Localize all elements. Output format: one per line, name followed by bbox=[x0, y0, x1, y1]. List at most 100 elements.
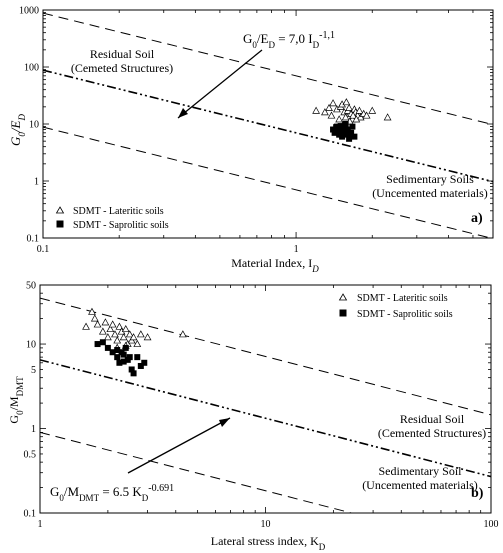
y-axis-label-a: G0/ED bbox=[8, 114, 27, 146]
boundary-line-b-1 bbox=[40, 297, 491, 416]
panel-label-a: a) bbox=[471, 211, 483, 226]
point-lateritic-a bbox=[383, 113, 392, 121]
y-tick-label-b: 5 bbox=[31, 365, 36, 376]
equation-b: G0/MDMT = 6.5 KD-0.691 bbox=[50, 483, 174, 504]
point-lateritic-a bbox=[341, 113, 350, 121]
point-lateritic-a bbox=[329, 99, 337, 107]
point-lateritic-a bbox=[342, 98, 351, 106]
point-saprolitic-a bbox=[351, 133, 358, 140]
y-tick-label-b: 10 bbox=[26, 340, 36, 351]
point-saprolitic-a bbox=[349, 123, 356, 130]
ticks-b: 1 10 100 0.1 0.5 1 5 10 50 bbox=[24, 281, 499, 531]
equation-arrow-b bbox=[127, 417, 231, 474]
boundary-line-a-2 bbox=[43, 126, 493, 238]
point-saprolitic-b bbox=[109, 349, 116, 356]
points-b bbox=[82, 307, 187, 377]
point-lateritic-a bbox=[362, 111, 371, 119]
point-lateritic-b bbox=[113, 336, 122, 344]
legend-marker-saprolitic-a bbox=[56, 220, 64, 228]
legend-marker-lateritic-a bbox=[55, 206, 65, 214]
equation-arrowhead-b bbox=[219, 418, 230, 427]
x-axis-label-a: Material Index, ID bbox=[231, 256, 319, 274]
point-saprolitic-a bbox=[331, 129, 338, 136]
point-saprolitic-a bbox=[346, 135, 353, 142]
chart-b: 1 10 100 0.1 0.5 1 5 10 50 SDMT - Lateritic soil… bbox=[7, 281, 499, 553]
point-lateritic-b bbox=[111, 330, 119, 338]
point-saprolitic-b bbox=[104, 344, 111, 351]
legend-label-saprolitic-b: SDMT - Saprolitic soils bbox=[357, 309, 453, 320]
point-saprolitic-a bbox=[341, 122, 348, 129]
sedimentary-label-b: Sedimentary Soil bbox=[379, 464, 463, 478]
point-lateritic-a bbox=[345, 103, 353, 111]
point-saprolitic-a bbox=[345, 130, 352, 137]
equation-a: G0/ED = 7,0 ID-1,1 bbox=[243, 30, 335, 51]
point-lateritic-b bbox=[88, 307, 96, 315]
y-tick-label-a: 1 bbox=[34, 177, 39, 188]
x-tick-label-b: 1 bbox=[38, 519, 43, 530]
fit-line-a-0 bbox=[43, 69, 493, 183]
point-lateritic-a bbox=[325, 103, 333, 111]
legend-marker-saprolitic-b bbox=[339, 309, 347, 317]
legend-marker-lateritic-b bbox=[338, 293, 348, 301]
points-a bbox=[312, 98, 392, 142]
point-lateritic-b bbox=[82, 322, 90, 330]
point-lateritic-b bbox=[108, 320, 117, 328]
y-tick-label-a: 1000 bbox=[19, 6, 39, 17]
equation-arrow-a bbox=[177, 49, 263, 119]
fit-line-b-0 bbox=[40, 359, 491, 478]
point-lateritic-b bbox=[143, 333, 152, 341]
point-lateritic-b bbox=[121, 324, 130, 333]
point-lateritic-a bbox=[335, 115, 344, 123]
point-lateritic-b bbox=[133, 339, 142, 347]
point-lateritic-b bbox=[93, 320, 102, 328]
y-tick-label-b: 1 bbox=[31, 424, 36, 435]
panel-label-b: b) bbox=[471, 486, 484, 501]
point-lateritic-b bbox=[178, 330, 187, 338]
fit-lines-a bbox=[43, 12, 493, 238]
point-lateritic-a bbox=[356, 113, 365, 121]
point-saprolitic-b bbox=[99, 339, 106, 346]
point-saprolitic-a bbox=[336, 131, 343, 138]
point-saprolitic-b bbox=[128, 366, 135, 373]
residual-label-b: Residual Soil bbox=[400, 412, 465, 426]
y-tick-label-b: 50 bbox=[26, 281, 36, 292]
point-lateritic-b bbox=[98, 327, 107, 335]
point-saprolitic-b bbox=[126, 354, 133, 361]
ticks-a: 0.1 1 0.1 1 10 100 1000 bbox=[19, 6, 494, 255]
point-lateritic-a bbox=[368, 106, 377, 114]
x-tick-label-b: 10 bbox=[261, 519, 271, 530]
point-lateritic-a bbox=[349, 111, 357, 119]
point-saprolitic-a bbox=[344, 126, 351, 133]
point-saprolitic-b bbox=[116, 359, 123, 366]
residual-sub-a: (Cemeted Structures) bbox=[71, 61, 173, 75]
point-saprolitic-a bbox=[330, 126, 337, 133]
point-lateritic-a bbox=[321, 108, 329, 116]
legend-a: SDMT - Lateritic soils SDMT - Saprolitic… bbox=[55, 206, 169, 231]
point-lateritic-b bbox=[101, 318, 110, 326]
y-tick-label-a: 0.1 bbox=[27, 234, 40, 245]
point-saprolitic-b bbox=[94, 341, 101, 348]
sedimentary-sub-b: (Uncemented materials) bbox=[362, 478, 478, 492]
point-lateritic-a bbox=[355, 106, 364, 114]
x-axis-label-b: Lateral stress index, KD bbox=[211, 534, 326, 552]
sedimentary-label-a: Sedimentary Soils bbox=[386, 172, 474, 186]
y-tick-label-b: 0.5 bbox=[24, 449, 37, 460]
chart-a: 0.1 1 0.1 1 10 100 1000 G0/ED = 7,0 ID-1,1 Res… bbox=[8, 6, 494, 274]
boundary-line-b-2 bbox=[40, 431, 354, 513]
point-saprolitic-b bbox=[130, 370, 137, 377]
point-lateritic-b bbox=[115, 322, 124, 330]
point-saprolitic-b bbox=[134, 354, 141, 361]
x-tick-label-b: 100 bbox=[484, 519, 499, 530]
boundary-line-a-1 bbox=[43, 12, 493, 126]
y-tick-label-a: 100 bbox=[24, 63, 39, 74]
legend-label-lateritic-a: SDMT - Lateritic soils bbox=[73, 206, 164, 217]
equation-arrowhead-a bbox=[178, 108, 188, 118]
legend-label-saprolitic-a: SDMT - Saprolitic soils bbox=[73, 220, 169, 231]
legend-label-lateritic-b: SDMT - Lateritic soils bbox=[357, 293, 448, 304]
point-saprolitic-a bbox=[333, 124, 340, 131]
residual-label-a: Residual Soil bbox=[90, 47, 155, 61]
x-tick-label-a: 0.1 bbox=[37, 244, 50, 255]
point-lateritic-b bbox=[125, 330, 134, 338]
point-saprolitic-b bbox=[122, 344, 129, 351]
